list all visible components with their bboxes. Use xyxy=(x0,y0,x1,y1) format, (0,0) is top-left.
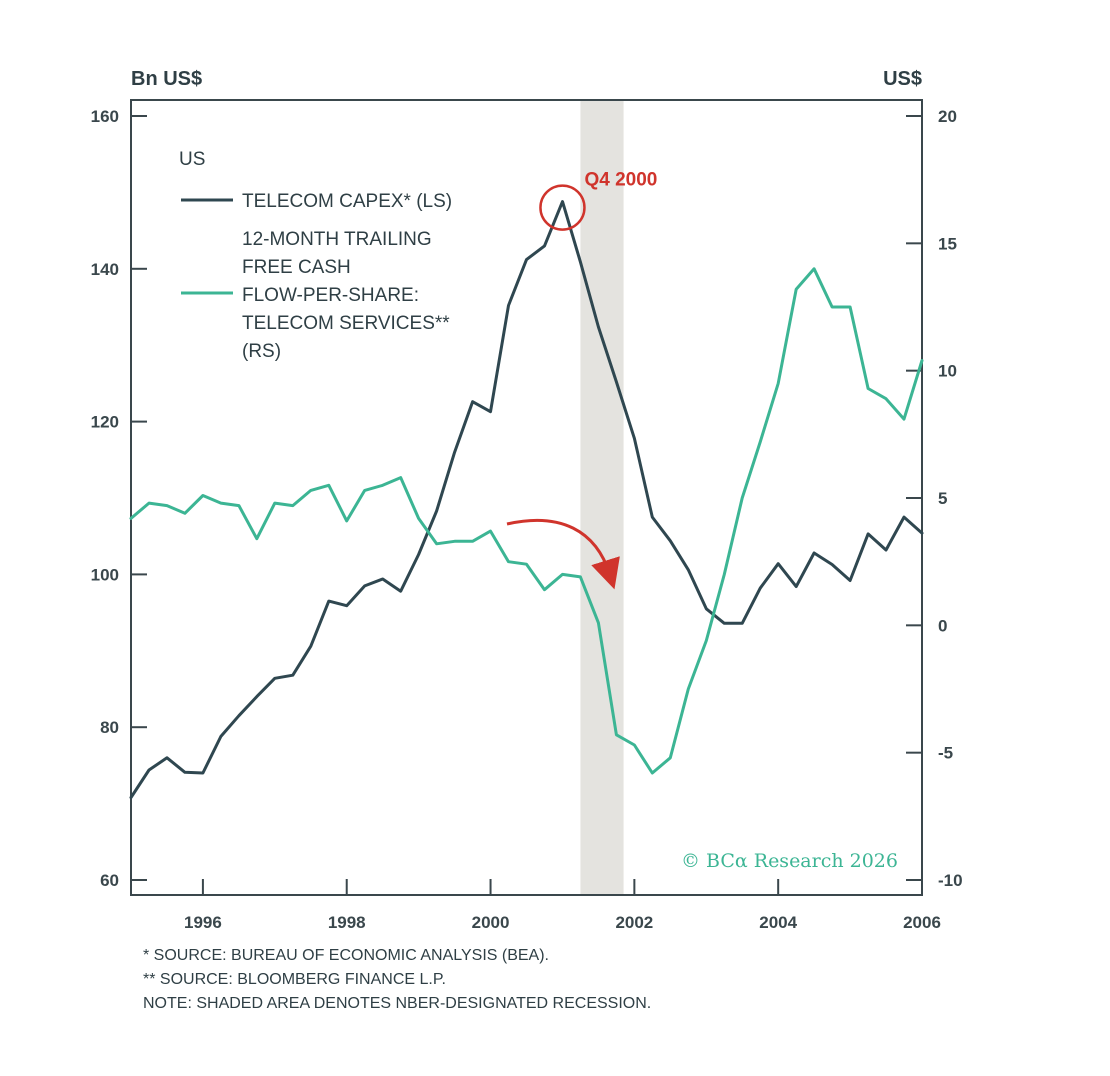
x-tick-label: 2004 xyxy=(759,913,797,932)
legend-label-fcf: FLOW-PER-SHARE: xyxy=(242,285,419,306)
footnote-recession-note: NOTE: SHADED AREA DENOTES NBER-DESIGNATE… xyxy=(143,995,652,1012)
left-tick-label: 100 xyxy=(91,565,119,584)
x-axis: 1996 1998 2000 2002 2004 2006 xyxy=(184,879,941,932)
right-tick-label: 20 xyxy=(938,107,957,126)
x-tick-label: 2000 xyxy=(472,913,510,932)
annotations: Q4 2000 xyxy=(506,170,657,590)
series-lines xyxy=(129,200,924,799)
right-tick-label: 10 xyxy=(938,362,957,381)
x-tick-label: 2006 xyxy=(903,913,941,932)
legend-label-capex: TELECOM CAPEX* (LS) xyxy=(242,191,452,212)
peak-label: Q4 2000 xyxy=(584,170,657,191)
footnote-bloomberg: ** SOURCE: BLOOMBERG FINANCE L.P. xyxy=(143,971,446,988)
right-axis: 20 15 10 5 0 -5 -10 xyxy=(906,107,963,890)
right-tick-label: 5 xyxy=(938,489,947,508)
right-tick-label: 0 xyxy=(938,616,947,635)
x-tick-label: 1996 xyxy=(184,913,222,932)
legend-label-fcf: (RS) xyxy=(242,341,281,362)
legend-label-fcf: TELECOM SERVICES** xyxy=(242,313,450,334)
right-axis-label: US$ xyxy=(883,68,922,90)
left-axis: 160 140 120 100 80 60 xyxy=(91,107,147,890)
left-tick-label: 80 xyxy=(100,718,119,737)
x-tick-label: 2002 xyxy=(615,913,653,932)
left-tick-label: 140 xyxy=(91,260,119,279)
right-tick-label: -5 xyxy=(938,744,953,763)
x-tick-label: 1998 xyxy=(328,913,366,932)
plot-frame xyxy=(130,99,923,896)
decline-arrow xyxy=(506,518,620,590)
peak-circle xyxy=(539,184,586,231)
legend: US TELECOM CAPEX* (LS) 12-MONTH TRAILING FR… xyxy=(179,149,452,362)
free-cash-flow-line xyxy=(129,267,924,775)
left-tick-label: 60 xyxy=(100,871,119,890)
recession-layer xyxy=(580,101,624,894)
legend-title: US xyxy=(179,149,205,170)
legend-label-fcf: 12-MONTH TRAILING xyxy=(242,229,432,250)
left-tick-label: 120 xyxy=(91,413,119,432)
right-tick-label: 15 xyxy=(938,234,957,253)
legend-label-fcf: FREE CASH xyxy=(242,257,351,278)
copyright-label: © BCα Research 2026 xyxy=(681,850,898,872)
left-tick-label: 160 xyxy=(91,107,119,126)
chart: Bn US$ US$ 160 140 120 100 80 60 20 15 10 5 0 -5 -1… xyxy=(91,68,963,932)
right-tick-label: -10 xyxy=(938,871,963,890)
footnotes: * SOURCE: BUREAU OF ECONOMIC ANALYSIS (B… xyxy=(143,944,651,1016)
footnote-bea: * SOURCE: BUREAU OF ECONOMIC ANALYSIS (B… xyxy=(143,947,549,964)
telecom-capex-line xyxy=(129,200,924,799)
left-axis-label: Bn US$ xyxy=(131,68,202,90)
recession-shading xyxy=(580,101,624,894)
